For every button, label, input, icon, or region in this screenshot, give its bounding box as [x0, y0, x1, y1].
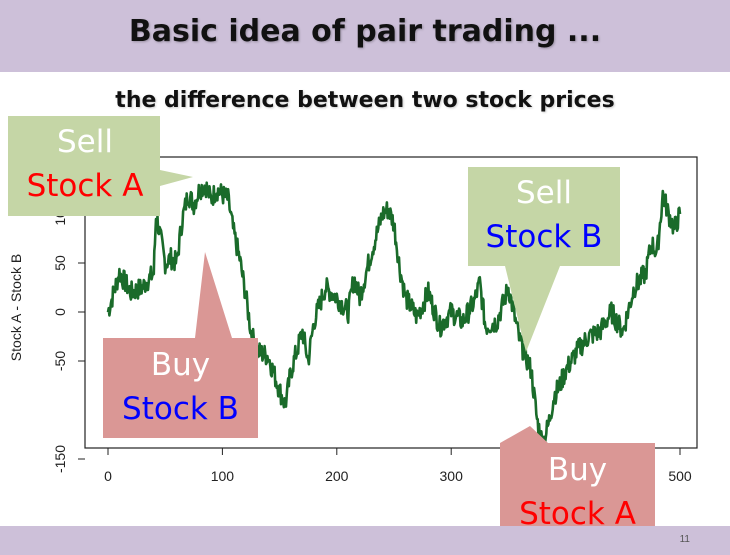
- callout-buy-b-shape: [103, 252, 258, 438]
- series-layer: [106, 181, 682, 457]
- callout-sell-a-stock: Stock A: [26, 168, 144, 204]
- callout-sell-stock-b: Sell Stock B: [468, 171, 620, 259]
- callout-sell-b-shape: [468, 167, 620, 352]
- y-tick-label: -50: [52, 351, 68, 371]
- callout-shapes: [8, 116, 655, 545]
- x-tick-label: 300: [440, 468, 464, 484]
- callout-buy-stock-a: Buy Stock A: [500, 448, 655, 536]
- callout-buy-a-shape: [500, 426, 655, 545]
- callout-sell-b-action: Sell: [516, 175, 572, 211]
- series-line: [106, 181, 682, 457]
- plot-box: [84, 156, 698, 449]
- page-number: 11: [679, 534, 690, 545]
- y-tick-label: -150: [52, 445, 68, 473]
- y-tick-label: 50: [52, 255, 68, 271]
- x-tick-label: 500: [668, 468, 692, 484]
- y-axis-label: Stock A - Stock B: [8, 254, 24, 361]
- callout-sell-a-shape: [8, 116, 193, 216]
- callout-buy-b-stock: Stock B: [122, 391, 239, 427]
- title-band: [0, 0, 730, 72]
- footer-band: [0, 526, 730, 555]
- plot-frame: [84, 156, 698, 449]
- callout-buy-a-action: Buy: [547, 452, 608, 488]
- callout-buy-b-action: Buy: [150, 347, 211, 383]
- x-tick-label: 200: [325, 468, 349, 484]
- callout-sell-stock-a: Sell Stock A: [10, 120, 160, 208]
- callout-buy-stock-b: Buy Stock B: [103, 343, 258, 431]
- x-tick-label: 100: [211, 468, 235, 484]
- callout-sell-b-stock: Stock B: [485, 219, 603, 255]
- y-tick-label: 0: [52, 308, 68, 316]
- callout-sell-a-action: Sell: [57, 124, 113, 160]
- slide-title: Basic idea of pair trading ...: [128, 14, 602, 49]
- slide-subtitle: the difference between two stock prices: [115, 88, 615, 113]
- x-tick-label: 0: [104, 468, 112, 484]
